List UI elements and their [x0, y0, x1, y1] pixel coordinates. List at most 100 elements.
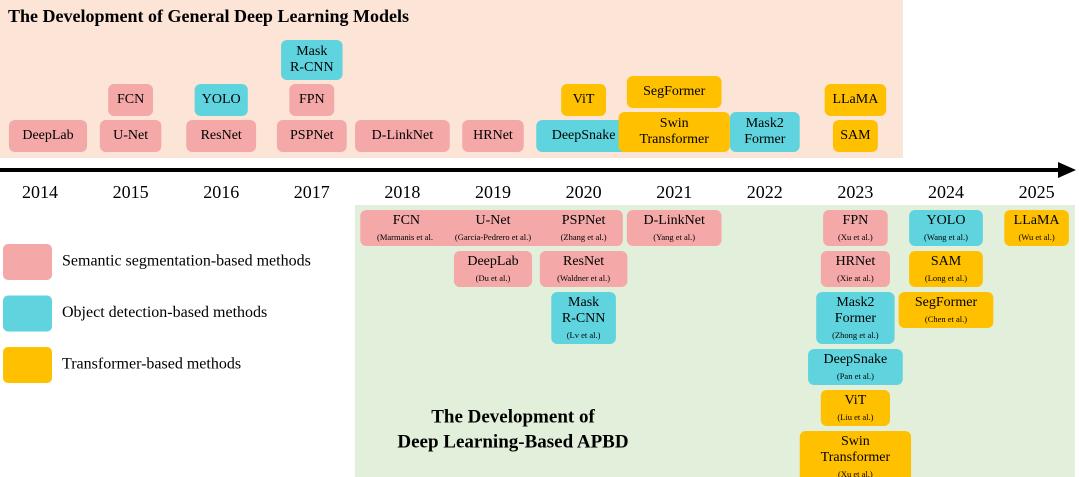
- method-cite: (Wu et al.): [1018, 232, 1054, 242]
- method-label: ViT: [845, 393, 867, 408]
- model-box: [186, 120, 257, 152]
- legend-label: Transformer-based methods: [62, 356, 241, 373]
- method-cite: (Zhong et al.): [832, 330, 879, 340]
- model-box: [536, 120, 631, 152]
- model-label: Mask2: [746, 116, 784, 131]
- method-box: [898, 292, 994, 328]
- method-label: FPN: [843, 213, 869, 228]
- model-label: D-LinkNet: [372, 128, 434, 143]
- year-label: 2024: [928, 182, 964, 202]
- year-label: 2020: [566, 182, 602, 202]
- apbd-title: Deep Learning-Based APBD: [397, 431, 628, 452]
- method-box: [799, 431, 912, 477]
- method-cite: (Xu et al.): [838, 232, 873, 242]
- model-box: [108, 84, 154, 116]
- legend-label: Semantic segmentation-based methods: [62, 253, 311, 270]
- model-label: U-Net: [113, 128, 148, 143]
- model-label: HRNet: [473, 128, 513, 143]
- method-box: [909, 251, 983, 287]
- method-cite: (Marmanis et al.): [377, 232, 436, 242]
- year-label: 2023: [837, 182, 873, 202]
- method-label: Transformer: [821, 450, 891, 465]
- year-label: 2015: [113, 182, 149, 202]
- model-box: [99, 120, 162, 152]
- year-label: 2021: [656, 182, 692, 202]
- model-box: [729, 112, 800, 152]
- method-box: [820, 251, 890, 287]
- method-label: Former: [835, 311, 877, 326]
- method-box: [626, 210, 722, 246]
- year-label: 2022: [747, 182, 783, 202]
- method-label: Mask2: [836, 295, 874, 310]
- year-label: 2025: [1019, 182, 1055, 202]
- method-label: R-CNN: [562, 311, 606, 326]
- year-label: 2016: [203, 182, 239, 202]
- method-label: SAM: [931, 254, 962, 269]
- method-cite: (Xu et al.): [838, 469, 873, 477]
- model-box: [824, 84, 887, 116]
- apbd-title: The Development of: [431, 406, 595, 427]
- method-label: DeepLab: [467, 254, 518, 269]
- method-box: [544, 210, 623, 246]
- model-label: DeepSnake: [552, 128, 616, 143]
- model-label: FCN: [117, 92, 144, 107]
- method-box: [551, 292, 616, 344]
- model-box: [561, 84, 607, 116]
- method-cite: (Garcia-Pedrero et al.): [455, 232, 531, 242]
- method-cite: (Du et al.): [476, 273, 511, 283]
- method-label: YOLO: [927, 213, 966, 228]
- model-box: [289, 84, 335, 116]
- model-box: [618, 112, 730, 152]
- method-label: PSPNet: [562, 213, 606, 228]
- model-label: SegFormer: [643, 84, 706, 99]
- model-label: DeepLab: [22, 128, 73, 143]
- legend-swatch: [3, 347, 52, 383]
- method-cite: (Wang et al.): [924, 232, 968, 242]
- apbd-panel: [355, 205, 1075, 477]
- model-label: Former: [744, 132, 786, 147]
- method-cite: (Chen et al.): [925, 314, 967, 324]
- method-cite: (Lv et al.): [567, 330, 601, 340]
- model-label: LLaMA: [832, 92, 879, 107]
- method-label: HRNet: [836, 254, 876, 269]
- model-label: Transformer: [639, 132, 709, 147]
- method-label: Swin: [841, 434, 870, 449]
- general-title: The Development of General Deep Learning…: [8, 6, 409, 26]
- model-label: R-CNN: [290, 60, 334, 75]
- method-label: SegFormer: [915, 295, 978, 310]
- year-label: 2019: [475, 182, 511, 202]
- model-box: [194, 84, 248, 116]
- model-label: Mask: [296, 44, 327, 59]
- model-box: [462, 120, 524, 152]
- method-box: [433, 210, 553, 246]
- method-label: U-Net: [476, 213, 511, 228]
- method-cite: (Long et al.): [925, 273, 967, 283]
- method-box: [909, 210, 983, 246]
- model-label: Swin: [660, 116, 689, 131]
- method-cite: (Pan et al.): [837, 371, 874, 381]
- method-cite: (Xie at al.): [837, 273, 874, 283]
- year-label: 2017: [294, 182, 330, 202]
- model-box: [355, 120, 450, 152]
- method-label: ResNet: [563, 254, 604, 269]
- legend-swatch: [3, 244, 52, 280]
- model-box: [832, 120, 878, 152]
- method-box: [360, 210, 453, 246]
- method-cite: (Waldner et al.): [557, 273, 610, 283]
- method-box: [1004, 210, 1069, 246]
- year-label: 2018: [384, 182, 420, 202]
- method-box: [820, 390, 890, 426]
- timeline-arrow: [1058, 162, 1076, 178]
- model-box: [8, 120, 88, 152]
- method-label: DeepSnake: [824, 352, 888, 367]
- model-label: SAM: [840, 128, 871, 143]
- method-box: [539, 251, 628, 287]
- year-label: 2014: [22, 182, 58, 202]
- method-label: LLaMA: [1014, 213, 1061, 228]
- model-label: FPN: [299, 92, 325, 107]
- method-box: [453, 251, 533, 287]
- model-box: [276, 120, 347, 152]
- model-label: PSPNet: [290, 128, 334, 143]
- method-cite: (Zhang et al.): [561, 232, 607, 242]
